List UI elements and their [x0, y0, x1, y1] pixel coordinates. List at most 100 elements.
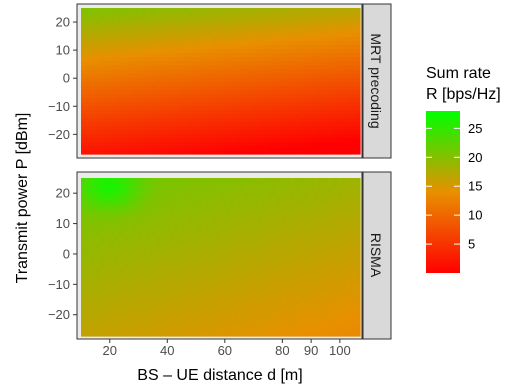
- heatmap-cell: [248, 213, 254, 219]
- heatmap-cell: [332, 261, 338, 267]
- heatmap-cell: [299, 305, 305, 311]
- heatmap-cell: [290, 208, 296, 214]
- heatmap-cell: [262, 125, 268, 131]
- heatmap-cell: [280, 235, 287, 241]
- heatmap-cell: [239, 213, 245, 219]
- heatmap-cell: [122, 113, 129, 119]
- heatmap-cell: [336, 243, 342, 249]
- heatmap-cell: [178, 48, 184, 54]
- heatmap-cell: [122, 101, 129, 106]
- heatmap-cell: [90, 68, 96, 74]
- heatmap-cell: [178, 239, 184, 245]
- heatmap-cell: [90, 292, 96, 298]
- heatmap-cell: [141, 261, 147, 267]
- heatmap-cell: [350, 12, 356, 17]
- heatmap-cell: [150, 195, 156, 201]
- heatmap-cell: [313, 64, 319, 70]
- heatmap-cell: [234, 221, 240, 227]
- heatmap-cell: [136, 52, 143, 58]
- heatmap-cell: [257, 274, 263, 280]
- heatmap-cell: [108, 248, 115, 254]
- heatmap-cell: [336, 129, 342, 135]
- heatmap-cell: [99, 60, 105, 66]
- heatmap-cell: [253, 8, 259, 13]
- heatmap-cell: [253, 287, 259, 293]
- heatmap-cell: [164, 331, 170, 337]
- heatmap-cell: [155, 243, 161, 249]
- heatmap-cell: [327, 270, 333, 276]
- heatmap-cell: [113, 56, 119, 62]
- heatmap-cell: [174, 186, 180, 192]
- heatmap-cell: [262, 318, 268, 324]
- heatmap-cell: [155, 305, 161, 311]
- heatmap-cell: [322, 327, 329, 333]
- heatmap-cell: [132, 121, 138, 127]
- heatmap-cell: [332, 239, 338, 245]
- heatmap-cell: [169, 208, 175, 214]
- heatmap-cell: [225, 305, 231, 311]
- heatmap-cell: [108, 300, 115, 306]
- heatmap-cell: [336, 309, 342, 315]
- heatmap-cell: [127, 252, 133, 258]
- heatmap-cell: [299, 243, 305, 249]
- heatmap-cell: [346, 261, 352, 267]
- heatmap-cell: [215, 32, 222, 37]
- heatmap-cell: [160, 208, 166, 214]
- heatmap-cell: [215, 199, 222, 205]
- heatmap-cell: [215, 270, 222, 276]
- heatmap-cell: [169, 287, 175, 293]
- heatmap-cell: [313, 221, 319, 227]
- heatmap-cell: [146, 182, 152, 188]
- heatmap-cell: [81, 327, 87, 333]
- heatmap-cell: [132, 248, 138, 254]
- heatmap-cell: [290, 292, 296, 298]
- heatmap-cell: [136, 226, 143, 232]
- heatmap-cell: [243, 300, 249, 306]
- heatmap-cell: [108, 239, 115, 245]
- heatmap-cell: [290, 265, 296, 271]
- heatmap-cell: [155, 76, 161, 82]
- heatmap-cell: [215, 318, 222, 324]
- heatmap-cell: [327, 76, 333, 82]
- heatmap-cell: [122, 149, 129, 155]
- heatmap-cell: [336, 296, 342, 302]
- heatmap-cell: [113, 28, 119, 33]
- heatmap-cell: [248, 101, 254, 106]
- heatmap-cell: [90, 48, 96, 54]
- heatmap-cell: [127, 12, 133, 17]
- heatmap-cell: [146, 243, 152, 249]
- heatmap-cell: [248, 182, 254, 188]
- heatmap-cell: [220, 145, 226, 151]
- heatmap-cell: [285, 182, 291, 188]
- heatmap-cell: [136, 24, 143, 29]
- heatmap-cell: [201, 265, 208, 271]
- heatmap-cell: [206, 101, 212, 106]
- heatmap-cell: [346, 278, 352, 284]
- heatmap-cell: [341, 81, 347, 86]
- heatmap-cell: [313, 248, 319, 254]
- heatmap-cell: [160, 81, 166, 86]
- heatmap-cell: [85, 217, 91, 223]
- heatmap-cell: [253, 204, 259, 210]
- heatmap-cell: [169, 186, 175, 192]
- heatmap-cell: [211, 208, 217, 214]
- heatmap-cell: [127, 305, 133, 311]
- heatmap-cell: [253, 32, 259, 37]
- heatmap-cell: [239, 64, 245, 70]
- heatmap-cell: [243, 322, 249, 328]
- heatmap-cell: [113, 149, 119, 155]
- heatmap-cell: [220, 287, 226, 293]
- heatmap-cell: [225, 105, 231, 110]
- heatmap-cell: [322, 44, 329, 50]
- heatmap-cell: [257, 305, 263, 311]
- heatmap-cell: [146, 113, 152, 119]
- heatmap-cell: [183, 309, 189, 315]
- heatmap-cell: [322, 12, 329, 17]
- heatmap-cell: [215, 121, 222, 127]
- heatmap-cell: [257, 239, 263, 245]
- heatmap-cell: [136, 28, 143, 33]
- heatmap-cell: [192, 305, 198, 311]
- heatmap-cell: [234, 278, 240, 284]
- heatmap-cell: [322, 93, 329, 98]
- heatmap-cell: [308, 85, 315, 90]
